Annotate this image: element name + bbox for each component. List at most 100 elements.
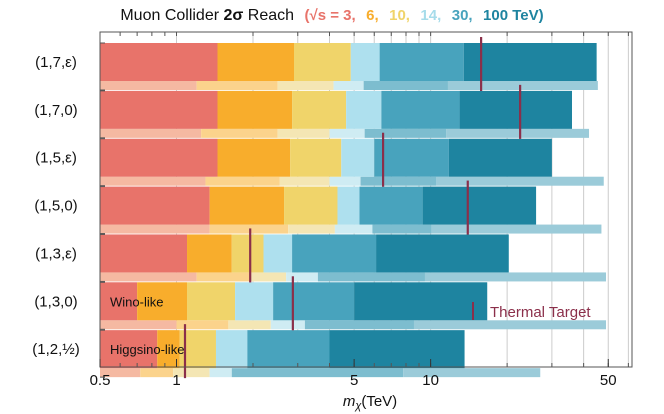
secondary-bar-segment [305, 320, 414, 329]
secondary-bar-segment [100, 81, 197, 90]
main-bar-segment [218, 139, 291, 177]
main-bar-segment [374, 139, 449, 177]
secondary-bar-segment [318, 272, 425, 281]
main-bar-segment [464, 43, 597, 81]
secondary-bar-segment [330, 129, 365, 138]
secondary-bar-segment [372, 225, 431, 234]
x-tick-label: 5 [350, 372, 358, 389]
main-bar-segment [247, 330, 329, 368]
main-bar-segment [284, 187, 337, 225]
secondary-bar-segment [271, 320, 305, 329]
main-bar-segment [100, 234, 187, 272]
secondary-bar-segment [286, 272, 318, 281]
x-tick-label: 10 [422, 372, 439, 389]
main-bar-segment [449, 139, 552, 177]
main-bar-segment [210, 187, 284, 225]
reach-chart: Muon Collider 2σ Reach (√s = 3, 6, 10, 1… [0, 0, 664, 414]
title-energy-6: 6, [366, 7, 379, 24]
chart-title: Muon Collider 2σ Reach (√s = 3, 6, 10, 1… [120, 7, 543, 24]
secondary-bar-segment [288, 225, 335, 234]
secondary-bar-segment [330, 177, 361, 186]
main-bar-segment [100, 187, 210, 225]
secondary-bar-segment [361, 177, 436, 186]
row-label: (1,2,½) [32, 341, 80, 358]
title-prefix: Muon Collider [120, 7, 223, 24]
main-bar-segment [100, 43, 218, 81]
main-bar-segment [232, 234, 264, 272]
secondary-bar-segment [100, 129, 201, 138]
main-bar-segment [351, 43, 380, 81]
secondary-bar-segment [197, 272, 251, 281]
row-label: (1,7,0) [34, 102, 77, 119]
main-bar-segment [235, 282, 273, 320]
secondary-bar-segment [140, 368, 173, 377]
main-bar-segment [264, 234, 293, 272]
main-bar-segment [354, 282, 487, 320]
row-labels: (1,7,ε) (1,7,0) (1,5,ε) (1,5,0) (1,3,ε) (1,3,… [32, 43, 105, 377]
secondary-bar-segment [197, 81, 278, 90]
main-bar-segment [187, 282, 235, 320]
secondary-bar-segment [335, 225, 373, 234]
secondary-bar-segment [100, 320, 177, 329]
title-energy-10: 10, [389, 7, 410, 24]
main-bar-segment [341, 139, 374, 177]
main-bar-segment [460, 91, 572, 129]
main-bar-segment [100, 139, 218, 177]
main-bar-segment [290, 139, 341, 177]
secondary-bar-segment [100, 272, 197, 281]
main-bar-segment [218, 43, 295, 81]
secondary-bar-segment [414, 320, 606, 329]
main-bar-segment [294, 43, 351, 81]
title-energy-100: 100 TeV) [483, 7, 544, 24]
secondary-bar-segment [232, 368, 403, 377]
secondary-bar-segment [436, 177, 604, 186]
main-bar-segment [360, 187, 423, 225]
legend-thermal-label: Thermal Target [490, 304, 591, 321]
row-annotation: Higgsino-like [110, 342, 184, 357]
x-tick-label: 0.5 [90, 372, 111, 389]
main-bar-segment [273, 282, 354, 320]
secondary-bar-segment [365, 129, 446, 138]
secondary-bar-segment [201, 129, 278, 138]
main-bar-segment [337, 187, 359, 225]
secondary-bar-segment [210, 225, 289, 234]
main-bar-segment [218, 91, 293, 129]
row-label: (1,3,ε) [35, 245, 77, 262]
row-annotation: Wino-like [110, 294, 163, 309]
secondary-bar-segment [250, 272, 286, 281]
secondary-bar-segment [100, 177, 205, 186]
title-energy-30: 30, [452, 7, 473, 24]
secondary-bar-segment [100, 225, 210, 234]
secondary-bar-segment [205, 177, 279, 186]
row-label: (1,5,ε) [35, 150, 77, 167]
main-bar-segment [376, 234, 509, 272]
secondary-bar-segment [334, 81, 364, 90]
secondary-bar-segment [425, 272, 606, 281]
x-tick-label: 1 [172, 372, 180, 389]
row-label: (1,3,0) [34, 293, 77, 310]
main-bar-segment [292, 91, 346, 129]
main-bar-segment [216, 330, 247, 368]
secondary-bar-segment [278, 81, 334, 90]
secondary-bar-segment [364, 81, 448, 90]
legend: Thermal Target [473, 302, 591, 321]
secondary-bar-segment [280, 177, 330, 186]
main-bar-segment [423, 187, 536, 225]
x-axis-label: mχ(TeV) [343, 393, 397, 412]
main-bar-segment [381, 91, 459, 129]
title-suffix: Reach [243, 7, 294, 24]
main-bar-segment [100, 91, 218, 129]
chart-title-text: Muon Collider 2σ Reach (√s = 3, 6, 10, 1… [120, 7, 543, 24]
row-label: (1,5,0) [34, 198, 77, 215]
secondary-bar-segment [432, 225, 602, 234]
main-bar-segment [292, 234, 376, 272]
title-sigma: 2σ [224, 7, 244, 24]
secondary-bar-segment [278, 129, 330, 138]
x-tick-label: 50 [600, 372, 617, 389]
main-bar-segment [380, 43, 464, 81]
secondary-bar-segment [228, 320, 270, 329]
secondary-bar-segment [210, 368, 232, 377]
row-label: (1,7,ε) [35, 54, 77, 71]
secondary-bar-segment [446, 129, 589, 138]
bars [100, 43, 606, 377]
